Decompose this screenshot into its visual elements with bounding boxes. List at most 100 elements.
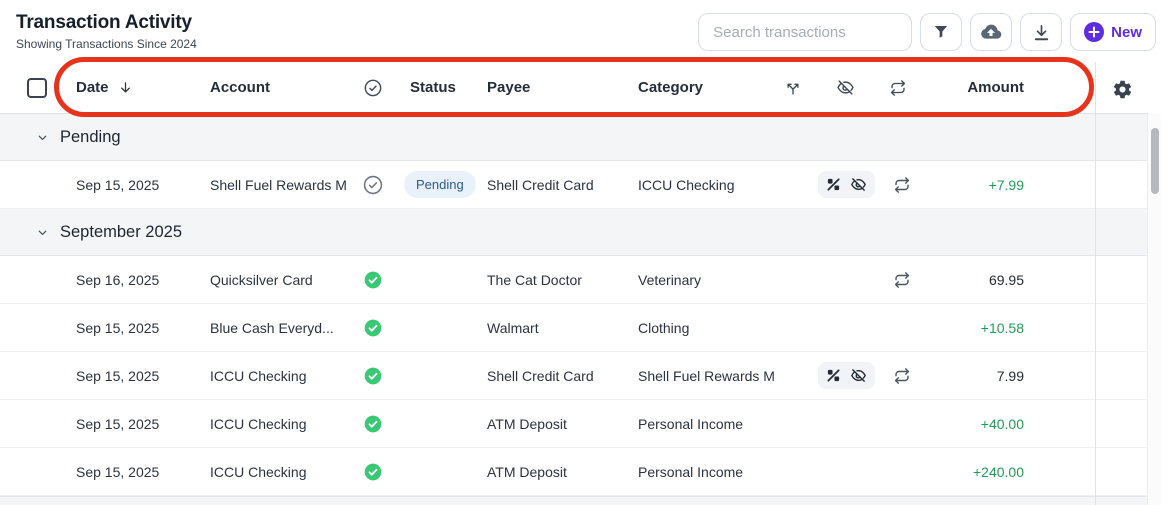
transaction-amount: +7.99	[988, 176, 1024, 193]
page-title: Transaction Activity	[16, 12, 192, 33]
transaction-row[interactable]: Sep 15, 2025 Shell Fuel Rewards M Pendin…	[0, 161, 1148, 209]
recurring-icon	[893, 271, 911, 289]
transaction-date: Sep 16, 2025	[76, 271, 160, 288]
upload-button[interactable]	[970, 13, 1013, 51]
transaction-row[interactable]: Sep 16, 2025 Quicksilver Card The Cat Do…	[0, 256, 1148, 304]
transaction-date: Sep 15, 2025	[76, 176, 160, 193]
page-heading: Transaction Activity Showing Transaction…	[16, 12, 197, 51]
page-subtitle: Showing Transactions Since 2024	[16, 36, 197, 51]
transaction-account: Quicksilver Card	[210, 271, 313, 288]
search-input[interactable]	[698, 13, 913, 51]
transaction-payee: Shell Credit Card	[487, 367, 594, 384]
download-button[interactable]	[1020, 13, 1063, 51]
eye-off-icon[interactable]	[836, 78, 855, 97]
status-badge: Pending	[404, 171, 476, 198]
vertical-scrollbar[interactable]	[1147, 114, 1161, 505]
transaction-category: Veterinary	[638, 271, 702, 288]
flag-badges-pill	[818, 362, 875, 389]
transaction-date: Sep 15, 2025	[76, 463, 160, 480]
flag-badges-pill	[818, 171, 875, 198]
cleared-cell	[350, 462, 396, 482]
transaction-account: ICCU Checking	[210, 367, 307, 384]
download-icon	[1032, 23, 1051, 42]
transaction-amount: 7.99	[996, 367, 1024, 384]
filter-icon	[932, 23, 950, 41]
transaction-date: Sep 15, 2025	[76, 319, 160, 336]
plus-circle-icon	[1084, 22, 1105, 42]
recurring-icon	[893, 367, 911, 385]
sort-descending-icon	[118, 80, 133, 95]
chevron-down-icon[interactable]	[36, 131, 49, 144]
transaction-category: Personal Income	[638, 463, 744, 480]
cleared-cell	[350, 318, 396, 338]
uncleared-check-circle-icon	[362, 174, 384, 196]
cleared-check-circle-icon	[363, 270, 383, 290]
transaction-row[interactable]: Sep 15, 2025 ICCU Checking ATM Deposit P…	[0, 400, 1148, 448]
transaction-date: Sep 15, 2025	[76, 415, 160, 432]
group-header-row[interactable]: September 2025	[0, 209, 1148, 256]
transaction-category: ICCU Checking	[638, 176, 735, 193]
transaction-row[interactable]: Sep 15, 2025 Blue Cash Everyd... Walmart…	[0, 304, 1148, 352]
cleared-cell	[350, 174, 396, 196]
flag-pill-slot	[818, 171, 875, 198]
split-percent-slash-icon	[826, 368, 841, 383]
group-header-row[interactable]: Pending	[0, 114, 1148, 161]
column-header-date[interactable]: Date	[76, 79, 210, 96]
filter-button[interactable]	[920, 13, 963, 51]
transaction-payee: Shell Credit Card	[487, 176, 594, 193]
table-body: Pending Sep 15, 2025 Shell Fuel Rewards …	[0, 114, 1148, 496]
recurring-icon[interactable]	[889, 79, 907, 97]
transaction-date: Sep 15, 2025	[76, 367, 160, 384]
transaction-row[interactable]: Sep 15, 2025 ICCU Checking Shell Credit …	[0, 352, 1148, 400]
column-header-amount[interactable]: Amount	[967, 79, 1024, 96]
cleared-check-icon	[363, 78, 383, 98]
transaction-amount: 69.95	[988, 271, 1024, 288]
cleared-cell	[350, 270, 396, 290]
flags-cell	[784, 171, 920, 198]
flags-cell	[784, 271, 920, 289]
new-button-label: New	[1111, 23, 1142, 41]
transaction-payee: Walmart	[487, 319, 539, 336]
scrollbar-thumb[interactable]	[1151, 128, 1159, 194]
column-header-category[interactable]: Category	[638, 79, 704, 96]
chevron-down-icon[interactable]	[36, 226, 49, 239]
eye-off-icon	[850, 176, 867, 193]
transaction-row[interactable]: Sep 15, 2025 ICCU Checking ATM Deposit P…	[0, 448, 1148, 496]
cleared-cell	[350, 414, 396, 434]
transaction-amount: +240.00	[973, 463, 1024, 480]
transaction-account: Shell Fuel Rewards M	[210, 176, 347, 193]
cleared-check-circle-icon	[363, 318, 383, 338]
column-header-status[interactable]: Status	[410, 79, 456, 96]
new-transaction-button[interactable]: New	[1070, 13, 1156, 51]
status-cell: Pending	[396, 171, 487, 198]
table-settings-button[interactable]	[1109, 76, 1135, 102]
cleared-check-circle-icon	[363, 462, 383, 482]
column-header-account[interactable]: Account	[210, 79, 270, 96]
cloud-upload-icon	[980, 21, 1002, 43]
recurring-slot	[890, 176, 914, 194]
transaction-amount: +10.58	[980, 319, 1024, 336]
toolbar: New	[698, 13, 1156, 51]
split-percent-slash-icon	[826, 177, 841, 192]
cleared-check-circle-icon	[363, 366, 383, 386]
split-icon[interactable]	[784, 79, 802, 97]
column-header-flags	[784, 78, 920, 97]
gear-icon	[1112, 79, 1133, 100]
select-all-checkbox[interactable]	[27, 77, 47, 98]
group-label: September 2025	[60, 222, 183, 241]
transaction-account: ICCU Checking	[210, 415, 307, 432]
transaction-payee: ATM Deposit	[487, 463, 567, 480]
cleared-cell	[350, 366, 396, 386]
flag-pill-slot	[818, 362, 875, 389]
transaction-category: Personal Income	[638, 415, 744, 432]
column-header-payee[interactable]: Payee	[487, 79, 531, 96]
recurring-slot	[890, 271, 914, 289]
transaction-account: Blue Cash Everyd...	[210, 319, 334, 336]
eye-off-icon	[850, 367, 867, 384]
column-header-cleared[interactable]	[350, 78, 396, 98]
group-label: Pending	[60, 127, 121, 146]
transactions-table: Date Account Status Payee Category Amoun…	[0, 62, 1148, 505]
table-right-divider	[1095, 62, 1096, 505]
transaction-category: Shell Fuel Rewards M	[638, 367, 775, 384]
recurring-icon	[893, 176, 911, 194]
